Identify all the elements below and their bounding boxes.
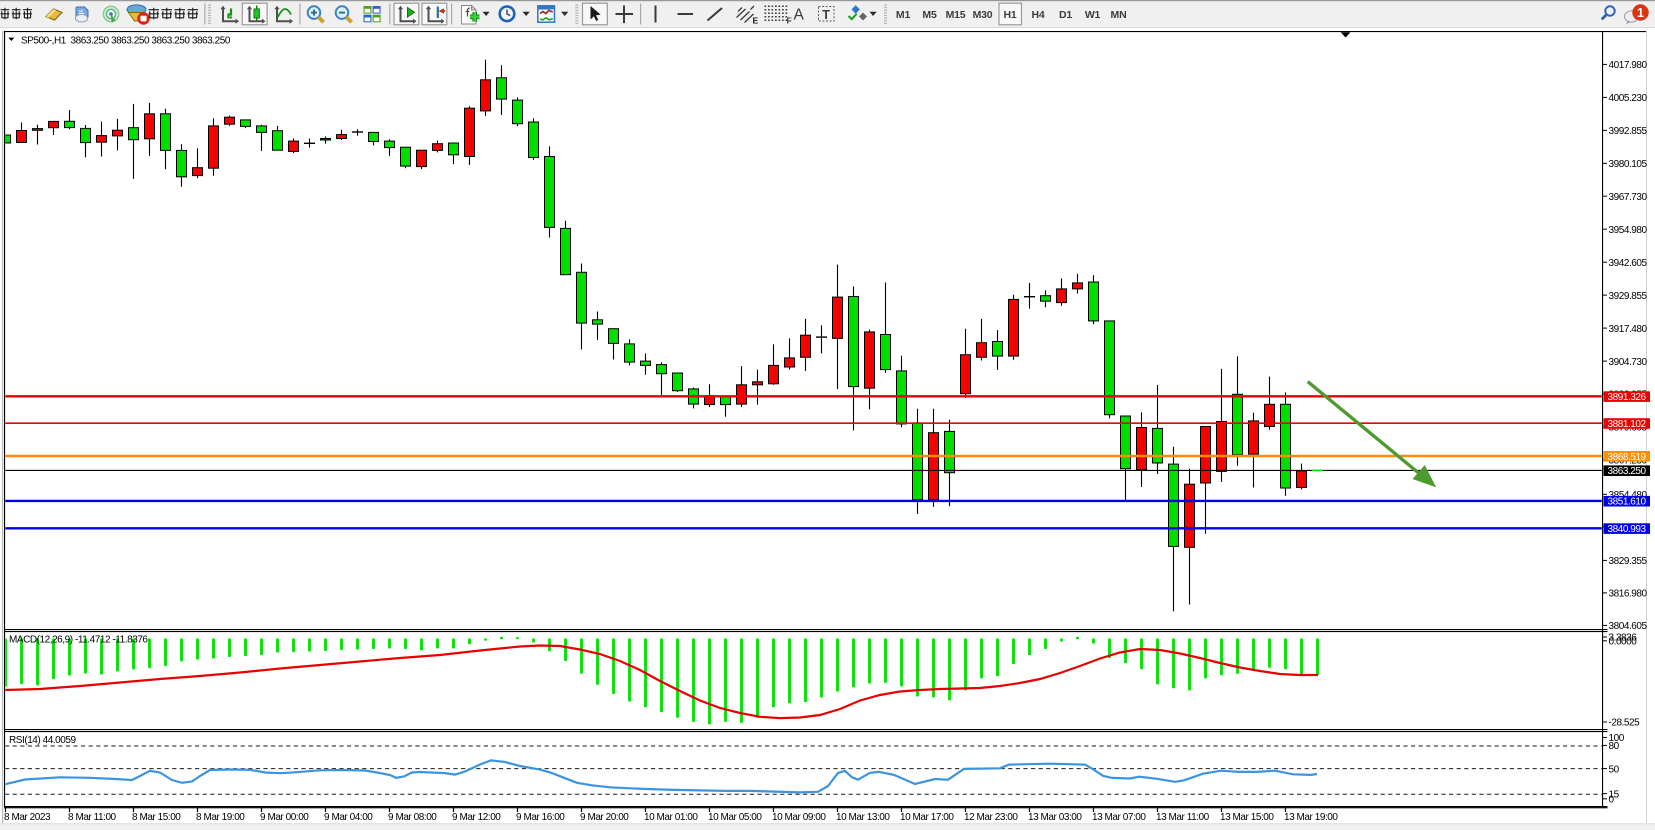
svg-text:9 Mar 12:00: 9 Mar 12:00	[452, 812, 501, 823]
svg-text:13 Mar 15:00: 13 Mar 15:00	[1220, 812, 1274, 823]
svg-text:10 Mar 01:00: 10 Mar 01:00	[644, 812, 698, 823]
svg-text:4017.980: 4017.980	[1609, 60, 1648, 71]
svg-text:M1: M1	[896, 9, 911, 21]
svg-text:13 Mar 19:00: 13 Mar 19:00	[1284, 812, 1338, 823]
svg-text:3917.480: 3917.480	[1609, 324, 1648, 335]
svg-text:3881.102: 3881.102	[1608, 419, 1647, 430]
svg-text:8 Mar 11:00: 8 Mar 11:00	[68, 812, 117, 823]
svg-text:8 Mar 19:00: 8 Mar 19:00	[196, 812, 245, 823]
svg-text:3.3836: 3.3836	[1609, 633, 1638, 644]
svg-text:100: 100	[1609, 733, 1625, 744]
svg-text:3840.993: 3840.993	[1608, 524, 1647, 535]
svg-text:D1: D1	[1059, 9, 1072, 21]
svg-text:F: F	[787, 16, 792, 26]
svg-text:3816.980: 3816.980	[1609, 589, 1648, 600]
svg-text:T: T	[822, 8, 830, 22]
svg-text:10 Mar 09:00: 10 Mar 09:00	[772, 812, 826, 823]
svg-text:9 Mar 08:00: 9 Mar 08:00	[388, 812, 437, 823]
svg-text:M15: M15	[946, 9, 966, 21]
svg-text:3891.326: 3891.326	[1608, 392, 1647, 403]
svg-text:8 Mar 2023: 8 Mar 2023	[4, 812, 51, 823]
svg-text:1: 1	[1637, 6, 1644, 20]
svg-text:10 Mar 05:00: 10 Mar 05:00	[708, 812, 762, 823]
svg-text:MACD(12,26,9) -11.4712 -11.837: MACD(12,26,9) -11.4712 -11.8376	[9, 634, 148, 645]
svg-text:13 Mar 07:00: 13 Mar 07:00	[1092, 812, 1146, 823]
svg-text:3992.855: 3992.855	[1609, 126, 1648, 137]
svg-text:3854.480: 3854.480	[1609, 490, 1648, 501]
svg-text:9 Mar 00:00: 9 Mar 00:00	[260, 812, 309, 823]
svg-text:A: A	[794, 7, 805, 24]
svg-text:13 Mar 03:00: 13 Mar 03:00	[1028, 812, 1082, 823]
svg-text:3868.519: 3868.519	[1608, 452, 1647, 463]
svg-text:3904.730: 3904.730	[1609, 357, 1648, 368]
svg-text:3967.730: 3967.730	[1609, 192, 1648, 203]
svg-text:8 Mar 15:00: 8 Mar 15:00	[132, 812, 181, 823]
svg-text:0.0000: 0.0000	[1609, 637, 1638, 648]
svg-text:9 Mar 04:00: 9 Mar 04:00	[324, 812, 373, 823]
svg-text:15: 15	[1609, 789, 1620, 800]
svg-text:H4: H4	[1031, 9, 1044, 21]
svg-text:3804.605: 3804.605	[1609, 621, 1648, 632]
svg-text:M5: M5	[922, 9, 937, 21]
svg-text:RSI(14) 44.0059: RSI(14) 44.0059	[9, 735, 77, 746]
svg-text:4005.230: 4005.230	[1609, 93, 1648, 104]
svg-text:9 Mar 20:00: 9 Mar 20:00	[580, 812, 629, 823]
svg-text:SP500-,H1 3863.250 3863.250 3: SP500-,H1 3863.250 3863.250 3863.250 386…	[21, 36, 231, 47]
svg-text:W1: W1	[1085, 9, 1101, 21]
svg-text:3829.355: 3829.355	[1609, 556, 1648, 567]
svg-text:3942.605: 3942.605	[1609, 258, 1648, 269]
svg-text:H1: H1	[1003, 9, 1016, 21]
svg-text:3929.855: 3929.855	[1609, 291, 1648, 302]
svg-text:10 Mar 13:00: 10 Mar 13:00	[836, 812, 890, 823]
svg-text:3980.105: 3980.105	[1609, 159, 1648, 170]
svg-text:3863.250: 3863.250	[1608, 466, 1647, 477]
svg-text:12 Mar 23:00: 12 Mar 23:00	[964, 812, 1018, 823]
svg-text:M30: M30	[973, 9, 993, 21]
svg-text:13 Mar 11:00: 13 Mar 11:00	[1156, 812, 1210, 823]
svg-text:MN: MN	[1111, 9, 1127, 21]
svg-text:10 Mar 17:00: 10 Mar 17:00	[900, 812, 954, 823]
svg-text:80: 80	[1609, 741, 1620, 752]
svg-text:50: 50	[1609, 764, 1620, 775]
svg-text:3954.980: 3954.980	[1609, 225, 1648, 236]
svg-text:3851.610: 3851.610	[1608, 497, 1647, 508]
svg-text:E: E	[753, 16, 759, 26]
svg-text:9 Mar 16:00: 9 Mar 16:00	[516, 812, 565, 823]
svg-text:-28.525: -28.525	[1609, 718, 1641, 729]
svg-text:0: 0	[1609, 795, 1615, 806]
